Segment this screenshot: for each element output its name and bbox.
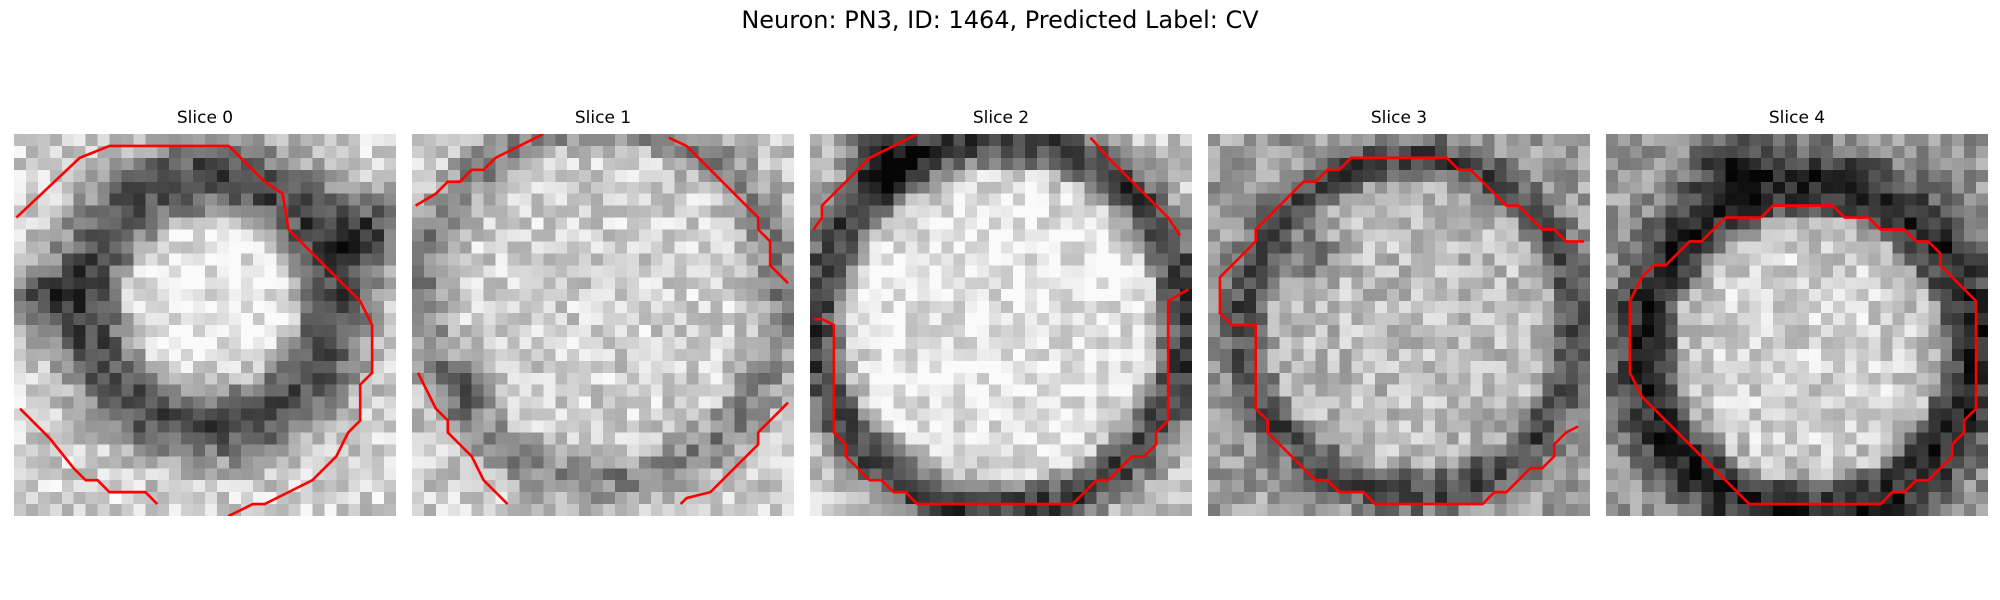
segmentation-contour bbox=[414, 134, 544, 207]
figure-title: Neuron: PN3, ID: 1464, Predicted Label: … bbox=[741, 6, 1259, 34]
slice-title: Slice 4 bbox=[1768, 108, 1826, 128]
slice-image bbox=[1606, 134, 1988, 516]
slice-title: Slice 1 bbox=[574, 108, 632, 128]
slice-title: Slice 0 bbox=[176, 108, 234, 128]
segmentation-contour bbox=[813, 288, 1190, 506]
slice-panel-2: Slice 2 bbox=[810, 108, 1192, 522]
segmentation-contour bbox=[668, 136, 789, 285]
slice-title: Slice 3 bbox=[1370, 108, 1428, 128]
segmentation-contour bbox=[1089, 136, 1182, 237]
slice-image bbox=[1208, 134, 1590, 516]
slice-panel-3: Slice 3 bbox=[1208, 108, 1590, 522]
segmentation-contour bbox=[19, 407, 159, 505]
segmentation-contour bbox=[15, 144, 374, 516]
slice-panel-4: Slice 4 bbox=[1606, 108, 1988, 522]
segmentation-contour bbox=[1363, 156, 1585, 243]
slice-title: Slice 2 bbox=[972, 108, 1030, 128]
segmentation-contour bbox=[679, 401, 789, 505]
slice-panel-1: Slice 1 bbox=[412, 108, 794, 522]
segmentation-contour bbox=[1628, 204, 1978, 506]
slice-image bbox=[14, 134, 396, 516]
slice-image bbox=[412, 134, 794, 516]
slice-image bbox=[810, 134, 1192, 516]
segmentation-contour bbox=[1218, 156, 1579, 506]
segmentation-contour bbox=[812, 134, 919, 231]
segmentation-contour bbox=[416, 372, 509, 505]
slice-panel-0: Slice 0 bbox=[14, 108, 396, 522]
